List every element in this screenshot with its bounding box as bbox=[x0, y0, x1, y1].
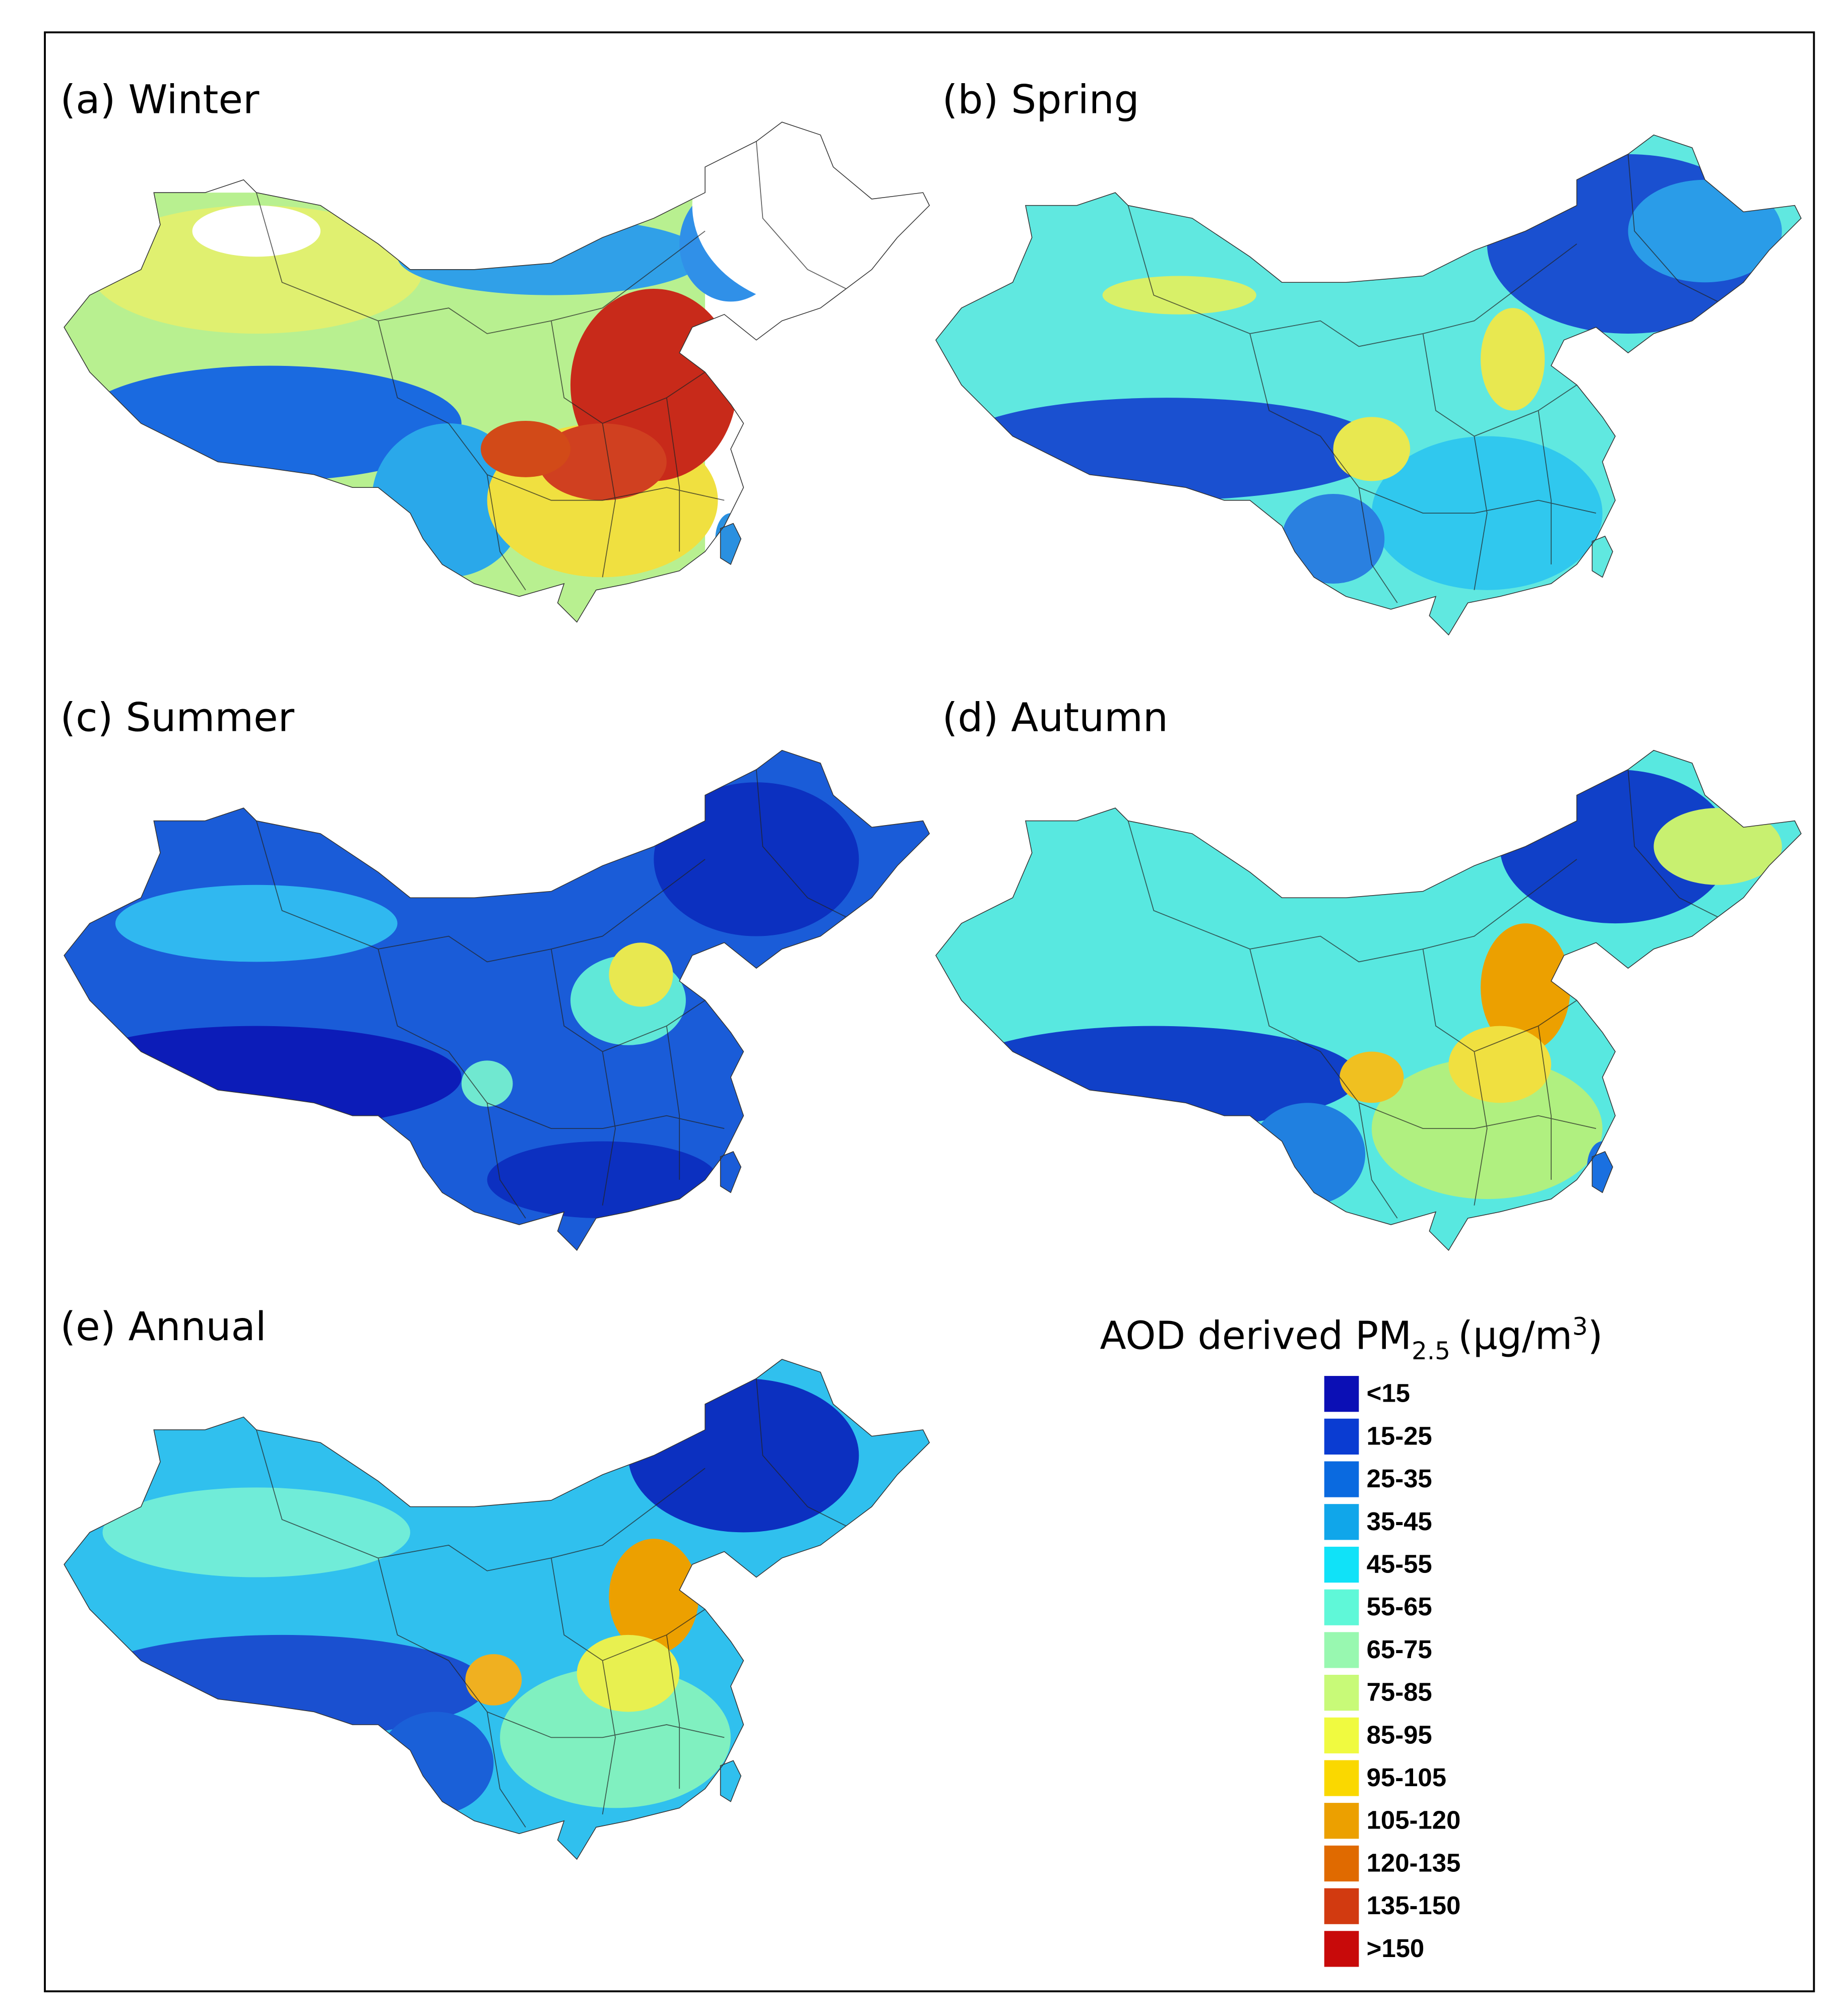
map-autumn bbox=[935, 749, 1802, 1251]
map-summer bbox=[63, 749, 930, 1251]
panel-title: (b) Spring bbox=[942, 76, 1139, 122]
legend-label: 45-55 bbox=[1367, 1549, 1432, 1578]
legend-swatch bbox=[1324, 1675, 1359, 1711]
legend-swatch bbox=[1324, 1546, 1359, 1583]
map-annual bbox=[63, 1358, 930, 1860]
legend-swatch bbox=[1324, 1504, 1359, 1540]
legend-label: >150 bbox=[1367, 1934, 1425, 1963]
map-winter bbox=[63, 121, 930, 623]
legend-swatch bbox=[1324, 1461, 1359, 1497]
legend-unit-superscript: 3 bbox=[1572, 1313, 1588, 1341]
panel-title: (d) Autumn bbox=[942, 695, 1168, 741]
legend-swatch bbox=[1324, 1589, 1359, 1625]
legend-swatch bbox=[1324, 1931, 1359, 1967]
legend-swatch bbox=[1324, 1760, 1359, 1796]
legend-title: AOD derived PM2.5 (μg/m3) bbox=[1100, 1313, 1603, 1365]
panel-title: (e) Annual bbox=[60, 1303, 267, 1350]
panel-title: (a) Winter bbox=[60, 76, 260, 122]
legend-label: 120-135 bbox=[1367, 1848, 1461, 1877]
legend-label: 75-85 bbox=[1367, 1678, 1432, 1707]
legend-label: 85-95 bbox=[1367, 1720, 1432, 1749]
legend-label: 95-105 bbox=[1367, 1763, 1446, 1792]
legend-swatch bbox=[1324, 1888, 1359, 1924]
legend-title-text: AOD derived PM bbox=[1100, 1313, 1412, 1358]
legend-label: 55-65 bbox=[1367, 1592, 1432, 1621]
frame bbox=[44, 31, 1815, 1992]
legend-swatch bbox=[1324, 1717, 1359, 1753]
legend-title-subscript: 2.5 bbox=[1412, 1337, 1450, 1365]
legend-swatch bbox=[1324, 1376, 1359, 1412]
legend-label: <15 bbox=[1367, 1379, 1410, 1408]
legend-label: 15-25 bbox=[1367, 1421, 1432, 1450]
legend-label: 25-35 bbox=[1367, 1464, 1432, 1493]
legend-unit: (μg/m bbox=[1458, 1313, 1572, 1358]
legend-label: 65-75 bbox=[1367, 1635, 1432, 1664]
legend-swatch bbox=[1324, 1418, 1359, 1455]
legend: <15 15-25 25-35 35-45 45-55 55-65 65-75 75-85 85… bbox=[1324, 1376, 1461, 1967]
panel-title: (c) Summer bbox=[60, 695, 295, 741]
legend-swatch bbox=[1324, 1632, 1359, 1668]
legend-swatch bbox=[1324, 1845, 1359, 1882]
legend-label: 35-45 bbox=[1367, 1507, 1432, 1536]
legend-unit-close: ) bbox=[1588, 1313, 1603, 1358]
legend-swatch bbox=[1324, 1803, 1359, 1839]
map-spring bbox=[935, 134, 1802, 636]
legend-label: 135-150 bbox=[1367, 1891, 1461, 1920]
legend-label: 105-120 bbox=[1367, 1806, 1461, 1835]
